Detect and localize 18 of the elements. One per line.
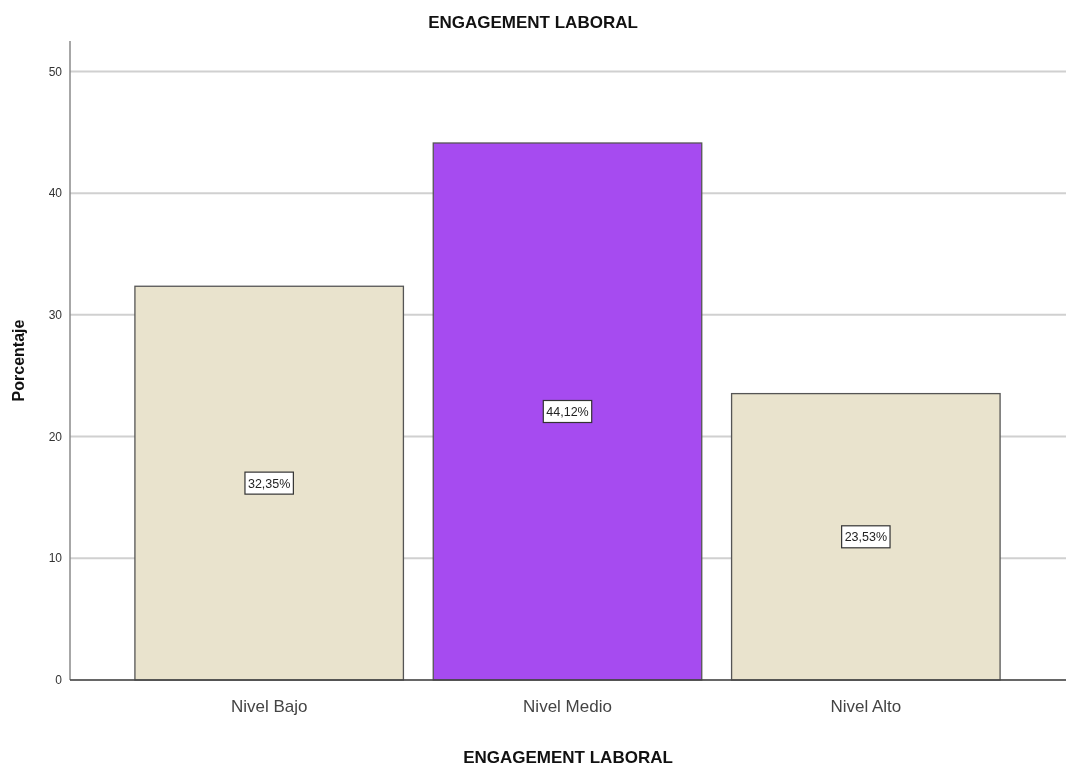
y-tick-label: 30 [48,308,63,323]
y-axis-title: Porcentaje [10,319,27,402]
bar [134,285,405,681]
y-tick-label: 40 [48,186,63,201]
x-tick-label: Nivel Alto [830,697,902,716]
data-label: 44,12% [546,405,589,419]
y-tick-label: 50 [48,64,63,79]
y-tick-label: 10 [48,551,63,566]
data-label: 23,53% [844,530,888,545]
data-label: 32,35% [247,476,291,491]
x-axis-title: ENGAGEMENT LABORAL [463,748,673,767]
bar [730,392,1001,681]
bar [432,142,703,681]
x-tick-label: Nivel Medio [523,697,612,716]
chart-title: ENGAGEMENT LABORAL [428,13,638,32]
y-tick-label: 20 [48,429,63,444]
y-tick-label: 0 [55,673,63,688]
x-tick-label: Nivel Bajo [230,697,308,716]
